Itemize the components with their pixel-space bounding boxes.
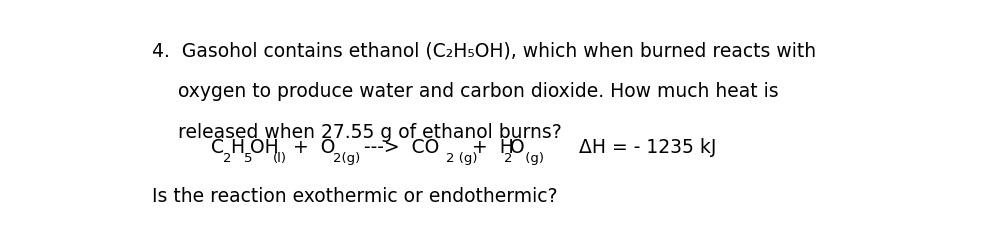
Text: released when 27.55 g of ethanol burns?: released when 27.55 g of ethanol burns? — [178, 123, 562, 141]
Text: +  H: + H — [466, 138, 514, 157]
Text: 2 (g): 2 (g) — [447, 152, 478, 165]
Text: H: H — [230, 138, 245, 157]
Text: 4.  Gasohol contains ethanol (C₂H₅OH), which when burned reacts with: 4. Gasohol contains ethanol (C₂H₅OH), wh… — [152, 42, 816, 60]
Text: 5: 5 — [243, 152, 252, 165]
Text: 2: 2 — [223, 152, 231, 165]
Text: 2: 2 — [504, 152, 512, 165]
Text: oxygen to produce water and carbon dioxide. How much heat is: oxygen to produce water and carbon dioxi… — [178, 82, 778, 101]
Text: --->  CO: ---> CO — [352, 138, 439, 157]
Text: Is the reaction exothermic or endothermic?: Is the reaction exothermic or endothermi… — [152, 187, 558, 206]
Text: ΔH = - 1235 kJ: ΔH = - 1235 kJ — [548, 138, 716, 157]
Text: C: C — [211, 138, 223, 157]
Text: O: O — [511, 138, 525, 157]
Text: OH: OH — [250, 138, 279, 157]
Text: (g): (g) — [522, 152, 544, 165]
Text: +  O: + O — [287, 138, 336, 157]
Text: 2(g): 2(g) — [334, 152, 361, 165]
Text: (l): (l) — [273, 152, 286, 165]
